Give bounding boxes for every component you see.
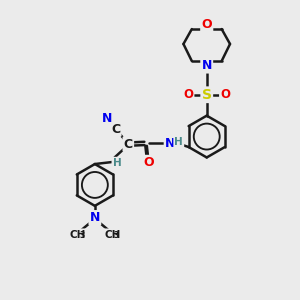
Text: O: O [144, 156, 154, 169]
Text: C: C [124, 137, 133, 151]
Text: 3: 3 [114, 232, 119, 241]
Text: O: O [201, 18, 212, 31]
Text: 3: 3 [79, 232, 84, 241]
Text: C: C [111, 123, 120, 136]
Text: H: H [174, 137, 183, 147]
Text: N: N [102, 112, 112, 125]
Text: N: N [90, 211, 100, 224]
Text: N: N [202, 59, 212, 72]
Text: N: N [165, 137, 175, 150]
Text: S: S [202, 88, 212, 102]
Text: O: O [220, 88, 230, 101]
Text: CH: CH [69, 230, 86, 239]
Text: O: O [183, 88, 193, 101]
Text: H: H [112, 158, 121, 168]
Text: CH: CH [104, 230, 120, 239]
